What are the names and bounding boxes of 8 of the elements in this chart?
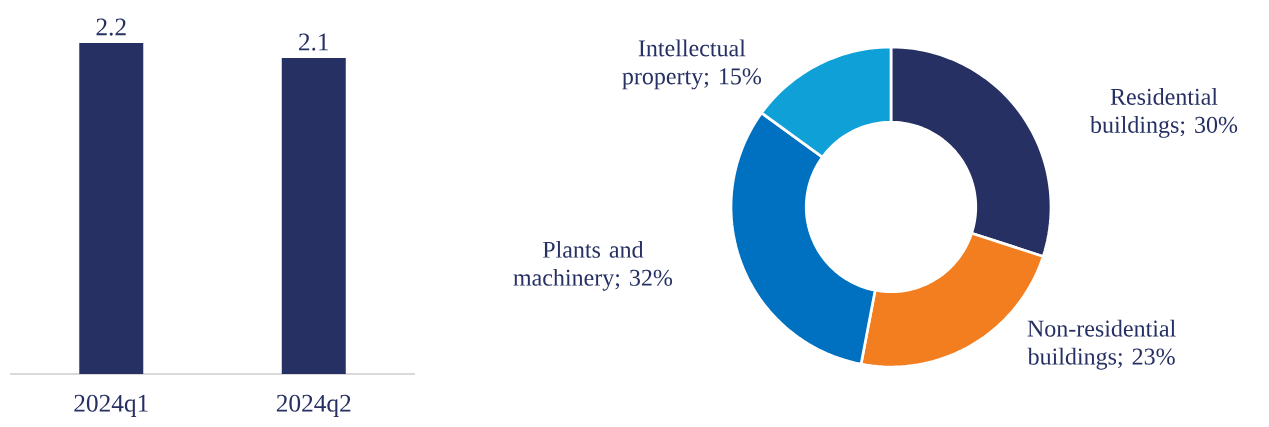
data-label: 2.2 bbox=[96, 18, 126, 36]
x-tick-label: 2024q2 bbox=[276, 394, 351, 417]
data-label: 2.1 bbox=[299, 33, 329, 51]
slice-label: Non-residential buildings; 23% bbox=[1027, 319, 1176, 370]
slice-label: Plants and machinery; 32% bbox=[513, 240, 673, 291]
slice-label: Intellectual property; 15% bbox=[622, 39, 762, 90]
x-tick-label: 2024q1 bbox=[74, 394, 148, 417]
slice-label: Residential buildings; 30% bbox=[1090, 88, 1238, 138]
